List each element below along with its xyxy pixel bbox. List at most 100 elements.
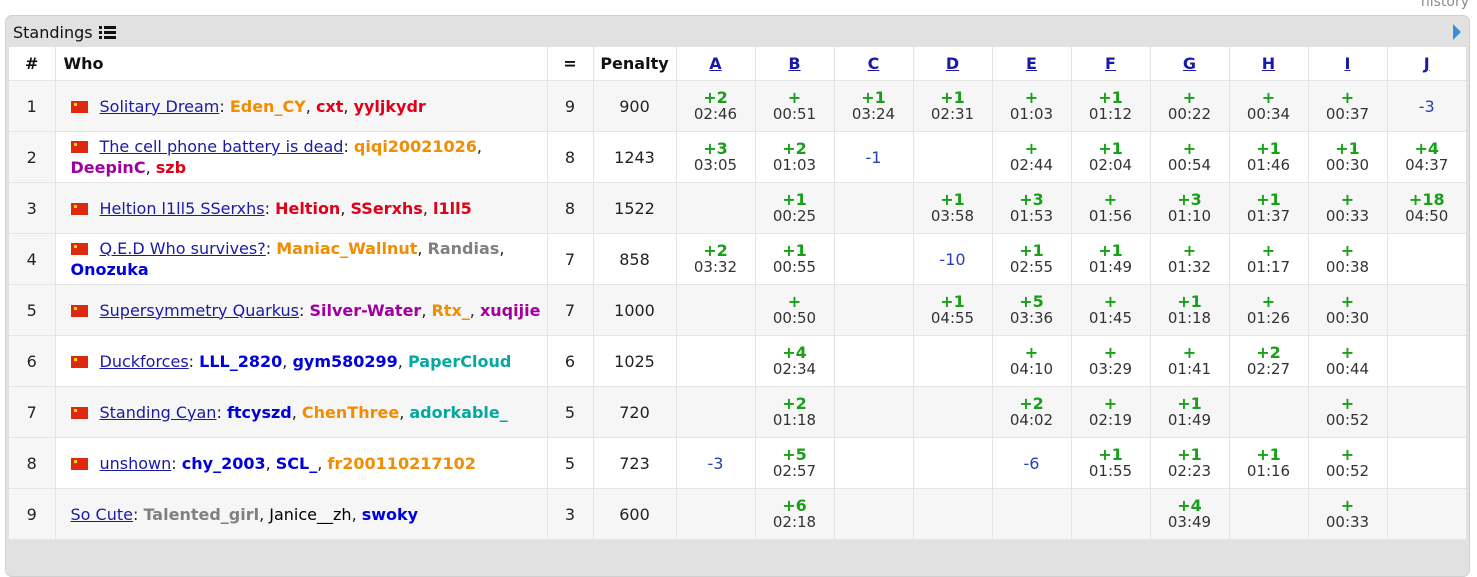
problem-cell-h[interactable] [1229, 386, 1309, 438]
problem-cell-e[interactable]: +5 03:36 [992, 284, 1072, 336]
member-handle[interactable]: LLL_2820 [199, 351, 283, 371]
problem-cell-b[interactable]: +5 02:57 [755, 437, 835, 489]
problem-cell-h[interactable]: +1 01:37 [1229, 182, 1309, 234]
problem-cell-d[interactable] [913, 437, 993, 489]
problem-cell-d[interactable] [913, 335, 993, 387]
member-handle[interactable]: adorkable_ [409, 402, 508, 422]
problem-cell-i[interactable]: +00:52 [1308, 437, 1388, 489]
team-name-link[interactable]: The cell phone battery is dead [99, 137, 344, 156]
problem-cell-g[interactable]: +4 03:49 [1150, 488, 1230, 540]
problem-cell-i[interactable]: +1 00:30 [1308, 131, 1388, 183]
problem-cell-d[interactable] [913, 386, 993, 438]
problem-cell-f[interactable]: +1 01:55 [1071, 437, 1151, 489]
problem-cell-d[interactable]: -10 [913, 233, 993, 285]
problem-cell-c[interactable] [834, 386, 914, 438]
member-handle[interactable]: Maniac_Wallnut [276, 239, 418, 258]
problem-cell-f[interactable]: +02:19 [1071, 386, 1151, 438]
member-handle[interactable]: gym580299 [292, 351, 398, 371]
problem-cell-c[interactable] [834, 488, 914, 540]
member-handle[interactable]: yyljkydr [353, 96, 426, 116]
problem-cell-a[interactable]: +2 03:32 [676, 233, 756, 285]
member-handle[interactable]: Onozuka [70, 260, 149, 279]
member-handle[interactable]: l1ll5 [432, 198, 472, 218]
problem-cell-b[interactable]: +6 02:18 [755, 488, 835, 540]
problem-cell-e[interactable]: -6 [992, 437, 1072, 489]
member-handle[interactable]: szb [155, 158, 187, 177]
problem-cell-h[interactable]: +2 02:27 [1229, 335, 1309, 387]
problem-cell-a[interactable] [676, 284, 756, 336]
team-name-link[interactable]: Standing Cyan [99, 402, 217, 422]
problem-cell-i[interactable]: +00:38 [1308, 233, 1388, 285]
problem-cell-g[interactable]: +01:32 [1150, 233, 1230, 285]
problem-cell-b[interactable]: +1 00:25 [755, 182, 835, 234]
problem-cell-a[interactable] [676, 386, 756, 438]
member-handle[interactable]: cxt [315, 96, 344, 116]
problem-cell-g[interactable]: +00:22 [1150, 80, 1230, 132]
problem-cell-a[interactable]: +3 03:05 [676, 131, 756, 183]
problem-link-j[interactable]: J [1423, 54, 1430, 73]
member-handle[interactable]: Rtx_ [431, 300, 470, 320]
member-handle[interactable]: Heltion [275, 198, 341, 218]
problem-cell-e[interactable]: +01:03 [992, 80, 1072, 132]
problem-cell-j[interactable] [1387, 488, 1466, 540]
problem-cell-e[interactable]: +02:44 [992, 131, 1072, 183]
problem-link-f[interactable]: F [1105, 54, 1116, 73]
member-handle[interactable]: Silver-Water [309, 300, 422, 320]
problem-cell-j[interactable]: +4 04:37 [1387, 131, 1466, 183]
problem-link-a[interactable]: A [709, 54, 722, 73]
member-handle[interactable]: ChenThree [301, 402, 400, 422]
problem-cell-b[interactable]: +00:50 [755, 284, 835, 336]
member-handle[interactable]: ftcyszd [226, 402, 292, 422]
problem-cell-b[interactable]: +2 01:18 [755, 386, 835, 438]
member-handle[interactable]: Eden_CY [229, 96, 306, 116]
member-handle[interactable]: xuqijie [479, 300, 541, 320]
problem-cell-i[interactable]: +00:52 [1308, 386, 1388, 438]
problem-cell-a[interactable]: -3 [676, 437, 756, 489]
problem-cell-e[interactable]: +04:10 [992, 335, 1072, 387]
problem-cell-i[interactable]: +00:37 [1308, 80, 1388, 132]
problem-cell-d[interactable]: +1 04:55 [913, 284, 993, 336]
problem-cell-j[interactable] [1387, 284, 1466, 336]
problem-link-e[interactable]: E [1026, 54, 1037, 73]
problem-link-b[interactable]: B [788, 54, 801, 73]
problem-cell-b[interactable]: +4 02:34 [755, 335, 835, 387]
problem-cell-f[interactable] [1071, 488, 1151, 540]
problem-cell-d[interactable]: +1 02:31 [913, 80, 993, 132]
problem-cell-j[interactable]: -3 [1387, 80, 1466, 132]
problem-cell-g[interactable]: +1 01:49 [1150, 386, 1230, 438]
problem-cell-f[interactable]: +01:45 [1071, 284, 1151, 336]
member-handle[interactable]: fr200110217102 [327, 453, 476, 473]
problem-cell-b[interactable]: +1 00:55 [755, 233, 835, 285]
problem-cell-f[interactable]: +01:56 [1071, 182, 1151, 234]
member-handle[interactable]: qiqi20021026 [353, 137, 477, 156]
problem-cell-d[interactable]: +1 03:58 [913, 182, 993, 234]
problem-cell-f[interactable]: +1 01:12 [1071, 80, 1151, 132]
problem-link-c[interactable]: C [867, 54, 880, 73]
problem-cell-d[interactable] [913, 488, 993, 540]
problem-cell-e[interactable] [992, 488, 1072, 540]
problem-cell-h[interactable]: +01:17 [1229, 233, 1309, 285]
problem-cell-c[interactable]: -1 [834, 131, 914, 183]
problem-cell-j[interactable]: +18 04:50 [1387, 182, 1466, 234]
problem-cell-c[interactable] [834, 335, 914, 387]
problem-cell-j[interactable] [1387, 233, 1466, 285]
problem-cell-i[interactable]: +00:30 [1308, 284, 1388, 336]
problem-cell-e[interactable]: +1 02:55 [992, 233, 1072, 285]
problem-link-g[interactable]: G [1182, 54, 1197, 73]
problem-cell-c[interactable] [834, 437, 914, 489]
problem-cell-h[interactable]: +1 01:16 [1229, 437, 1309, 489]
member-handle[interactable]: Talented_girl [143, 504, 260, 524]
problem-cell-a[interactable] [676, 335, 756, 387]
problem-cell-a[interactable] [676, 182, 756, 234]
team-name-link[interactable]: Duckforces [99, 351, 189, 371]
problem-cell-c[interactable] [834, 284, 914, 336]
member-handle[interactable]: swoky [361, 504, 419, 524]
problem-cell-c[interactable] [834, 233, 914, 285]
problem-cell-g[interactable]: +1 01:18 [1150, 284, 1230, 336]
problem-cell-h[interactable]: +00:34 [1229, 80, 1309, 132]
problem-cell-g[interactable]: +1 02:23 [1150, 437, 1230, 489]
problem-cell-a[interactable]: +2 02:46 [676, 80, 756, 132]
member-handle[interactable]: PaperCloud [407, 351, 512, 371]
problem-cell-b[interactable]: +00:51 [755, 80, 835, 132]
problem-cell-b[interactable]: +2 01:03 [755, 131, 835, 183]
